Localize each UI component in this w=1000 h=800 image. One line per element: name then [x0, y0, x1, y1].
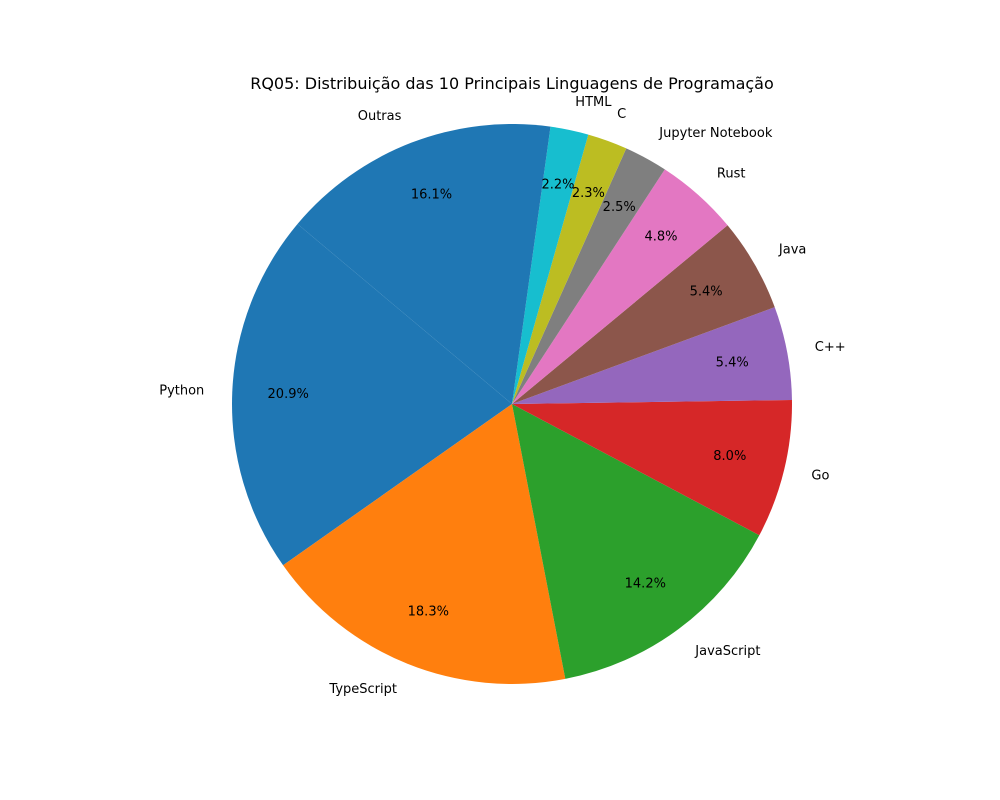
category-label-typescript: TypeScript [328, 682, 397, 697]
pie-slices [232, 124, 792, 685]
category-label-c: C++ [815, 340, 846, 355]
pie-slice-javascript [512, 404, 760, 679]
pie-slice-html [512, 126, 589, 404]
pie-slice-typescript [283, 404, 566, 685]
pie-slice-rust [512, 169, 728, 404]
pie-slice-c [512, 134, 627, 404]
category-label-c: C [617, 107, 626, 122]
pie-slice-outras [297, 124, 551, 404]
percent-label-c: 2.3% [572, 186, 605, 201]
category-label-html: HTML [575, 95, 612, 110]
pie-slice-go [512, 400, 792, 536]
pie-slice-python [232, 224, 512, 566]
pie-slice-c [512, 307, 792, 404]
percent-label-jupyter-notebook: 2.5% [603, 200, 636, 215]
pie-slice-java [512, 225, 775, 404]
chart-title: RQ05: Distribuição das 10 Principais Lin… [250, 74, 774, 93]
percent-label-outras: 16.1% [411, 187, 452, 202]
category-label-java: Java [778, 243, 806, 258]
percent-label-javascript: 14.2% [625, 577, 666, 592]
category-label-jupyter-notebook: Jupyter Notebook [658, 126, 773, 141]
category-label-rust: Rust [717, 167, 746, 182]
category-label-go: Go [811, 469, 829, 484]
category-label-python: Python [159, 384, 204, 399]
percent-label-java: 5.4% [690, 285, 723, 300]
category-label-outras: Outras [358, 109, 402, 124]
percent-label-go: 8.0% [713, 449, 746, 464]
pie-slice-jupyter-notebook [512, 148, 665, 404]
pie-labels: Python 20.9% TypeScript 18.3% JavaScript 14.2… [159, 95, 845, 697]
percent-label-python: 20.9% [268, 387, 309, 402]
percent-label-c: 5.4% [716, 356, 749, 371]
percent-label-rust: 4.8% [644, 229, 677, 244]
category-label-javascript: JavaScript [694, 644, 760, 659]
percent-label-typescript: 18.3% [408, 604, 449, 619]
percent-label-html: 2.2% [541, 177, 574, 192]
